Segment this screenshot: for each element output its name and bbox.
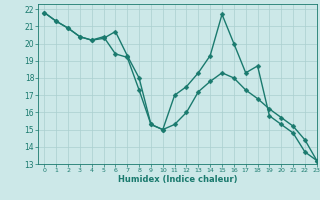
X-axis label: Humidex (Indice chaleur): Humidex (Indice chaleur) (118, 175, 237, 184)
